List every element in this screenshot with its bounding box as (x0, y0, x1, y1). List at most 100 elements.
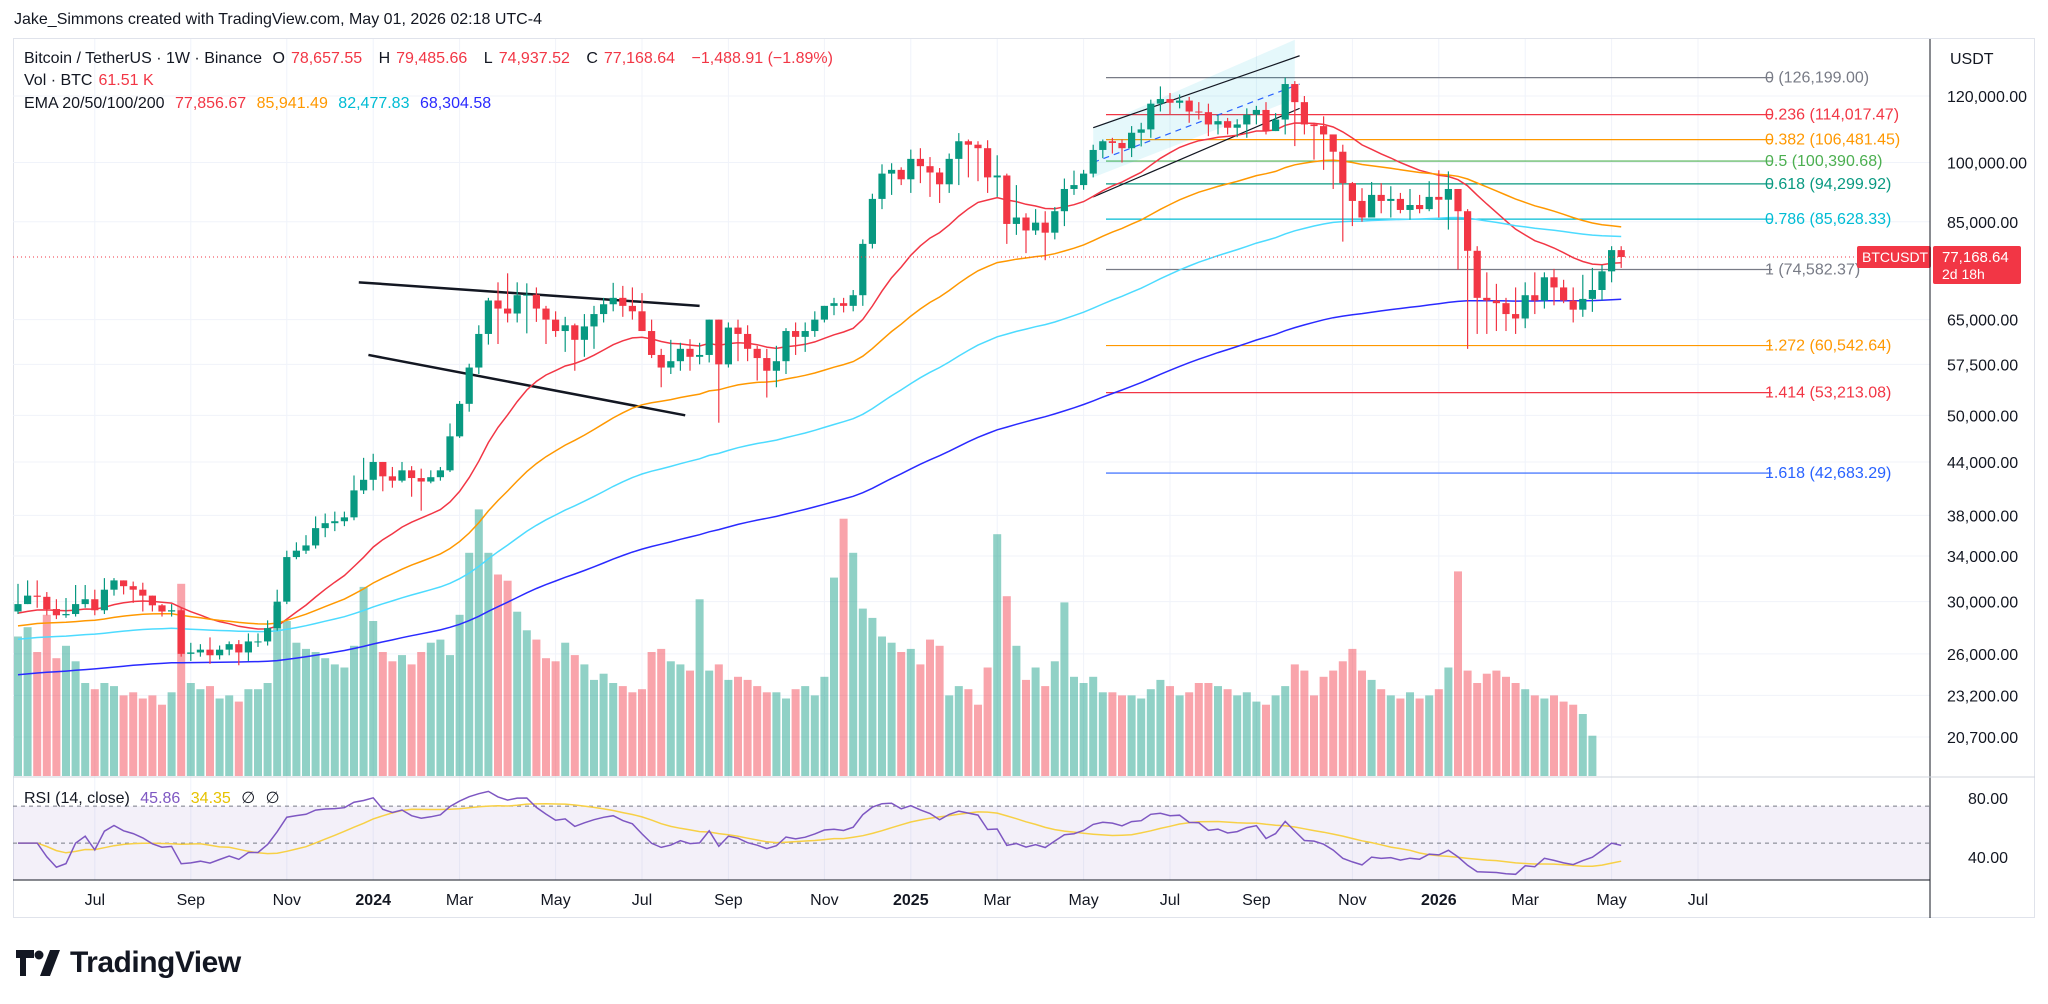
volume-bar (1511, 683, 1520, 776)
volume-bar (302, 648, 310, 776)
volume-bar (426, 642, 435, 776)
volume-bar (820, 676, 829, 776)
volume-bar (935, 645, 944, 776)
volume-bar (801, 686, 810, 776)
candle-body (312, 528, 320, 546)
volume-bar (14, 636, 22, 776)
volume-bar (369, 621, 378, 776)
candle-body (1540, 277, 1548, 301)
legend-ohlc: Bitcoin / TetherUS · 1W · Binance O 78,65… (24, 50, 833, 67)
candle-body (408, 470, 416, 479)
hidden-icon-2[interactable]: ∅ (265, 790, 280, 807)
volume-bar (100, 683, 109, 776)
candle-body (532, 294, 540, 309)
price-unit[interactable]: USDT (1950, 51, 1994, 68)
price-tick-label: 100,000.00 (1947, 156, 2027, 173)
candle-body (1224, 121, 1232, 128)
time-tick-label: Mar (446, 892, 474, 909)
volume-bar (926, 639, 934, 776)
volume-bar (1271, 695, 1280, 776)
price-tick-label: 23,200.00 (1947, 688, 2018, 705)
candle-body (1569, 300, 1577, 310)
symbol-tag (1857, 246, 1931, 269)
price-tick-label: 85,000.00 (1947, 215, 2018, 232)
volume-bar (1146, 689, 1155, 776)
candle-body (1272, 119, 1280, 132)
candle-body (446, 436, 454, 471)
candle-body (1339, 151, 1347, 184)
candle-body (1252, 109, 1260, 115)
candle-body (436, 470, 444, 478)
candle-body (1051, 211, 1059, 233)
candle-body (724, 327, 732, 365)
open-value: 78,657.55 (290, 50, 363, 67)
volume-bar (830, 577, 838, 776)
candle-body (715, 319, 723, 365)
candle-body (1243, 114, 1251, 125)
candle-body (734, 327, 742, 334)
candle-body (350, 490, 358, 518)
candle-body (1137, 129, 1145, 133)
volume-bar (1329, 670, 1338, 776)
fib-label: 0.786 (85,628.33) (1765, 211, 1891, 228)
volume-bar (858, 608, 867, 776)
volume-bar (177, 583, 186, 776)
candle-body (840, 303, 848, 306)
volume-bar (484, 552, 493, 776)
candle-body (705, 319, 713, 355)
candle-body (360, 479, 368, 491)
candle-body (619, 297, 627, 306)
volume-bar (1012, 645, 1021, 776)
volume-bar (148, 695, 157, 776)
volume-bar (878, 636, 886, 776)
volume-bar (1166, 686, 1174, 776)
candle-body (753, 348, 761, 359)
candle-body (187, 652, 195, 654)
candle-body (388, 476, 396, 481)
volume-bars (14, 509, 1597, 776)
fib-label: 0.236 (114,017.47) (1765, 107, 1899, 124)
ema100-value: 82,477.83 (338, 95, 410, 112)
volume-bar (446, 655, 454, 776)
volume-bar (196, 689, 205, 776)
time-tick-label: Jul (1160, 892, 1180, 909)
volume-bar (676, 664, 685, 776)
volume-bar (906, 648, 915, 776)
volume-bar (743, 679, 752, 776)
candle-body (1262, 109, 1270, 132)
volume-bar (1262, 704, 1270, 776)
legend-volume: Vol · BTC 61.51 K (24, 72, 154, 89)
hidden-icon[interactable]: ∅ (241, 790, 256, 807)
fib-retracement: 0 (126,199.00) 0.236 (114,017.47) 0.382 (1… (1106, 70, 1900, 482)
volume-bar (1502, 676, 1510, 776)
volume-bar (1367, 679, 1376, 776)
volume-bar (993, 534, 1002, 776)
fib-label: 0.618 (94,299.92) (1765, 176, 1891, 193)
candle-body (1358, 200, 1366, 218)
chart-caption: Jake_Simmons created with TradingView.co… (14, 11, 542, 28)
volume-bar (772, 692, 781, 776)
last-price-value: 77,168.64 (1942, 249, 2009, 266)
fib-label: 1.272 (60,542.64) (1765, 338, 1891, 355)
volume-bar (810, 695, 819, 776)
candle-body (1512, 314, 1520, 319)
candle-body (859, 243, 867, 296)
candle-body (609, 297, 617, 305)
ema-lines (17, 122, 1622, 676)
candle-body (1416, 205, 1424, 210)
volume-bar (954, 686, 963, 776)
candle-body (24, 595, 32, 605)
volume-bar (618, 686, 627, 776)
price-tick-label: 57,500.00 (1947, 357, 2018, 374)
volume-bar (782, 698, 790, 776)
volume-bar (311, 652, 320, 776)
volume-bar (1530, 695, 1539, 776)
candle-body (196, 649, 204, 653)
candle-body (1521, 295, 1529, 319)
candle-body (139, 589, 147, 596)
volume-bar (1118, 695, 1126, 776)
volume-bar (1022, 679, 1030, 776)
candle-body (62, 614, 70, 616)
candle-body (1348, 183, 1356, 201)
